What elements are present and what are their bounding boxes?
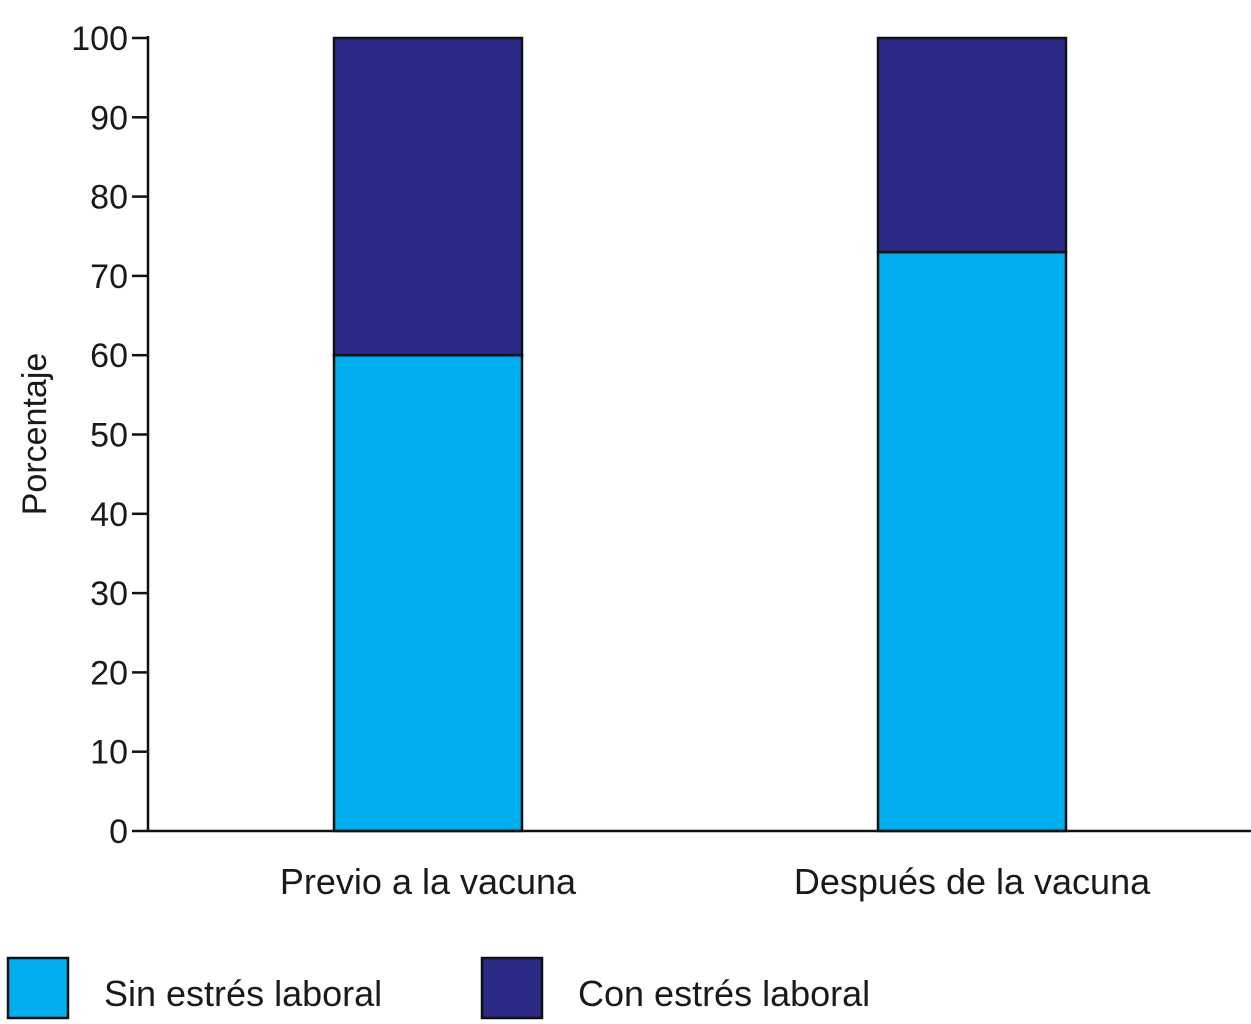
- legend: Sin estrés laboral Con estrés laboral: [6, 956, 870, 1020]
- y-tick-label: 10: [90, 734, 128, 772]
- y-tick-label: 60: [90, 337, 128, 375]
- bar-segment-sin-estres: [332, 353, 524, 833]
- y-tick-label: 90: [90, 99, 128, 137]
- y-axis-title: Porcentaje: [16, 353, 54, 516]
- y-tick-label: 30: [90, 575, 128, 613]
- y-tick-label: 100: [71, 20, 128, 58]
- bar-segment-con-estres: [876, 36, 1068, 254]
- legend-swatch: [480, 956, 544, 1020]
- legend-swatch: [6, 956, 70, 1020]
- category-labels-group: Previo a la vacuna Después de la vacuna: [280, 861, 1151, 902]
- y-tick-label: 70: [90, 258, 128, 296]
- x-category-label: Después de la vacuna: [794, 861, 1151, 902]
- y-tick-label: 20: [90, 654, 128, 692]
- bar-segment-sin-estres: [876, 250, 1068, 833]
- y-tick-label: 50: [90, 417, 128, 455]
- legend-label: Con estrés laboral: [578, 973, 870, 1014]
- axes-group: [146, 36, 1251, 833]
- bar-segment-con-estres: [332, 36, 524, 357]
- y-tick-label: 0: [109, 813, 128, 851]
- y-tick-label: 80: [90, 179, 128, 217]
- bars-group: [332, 36, 1068, 833]
- y-ticks-group: 0 10 20 30 40 50 60 70 80 90 100: [71, 20, 148, 851]
- legend-label: Sin estrés laboral: [104, 973, 382, 1014]
- x-category-label: Previo a la vacuna: [280, 861, 577, 902]
- y-tick-label: 40: [90, 496, 128, 534]
